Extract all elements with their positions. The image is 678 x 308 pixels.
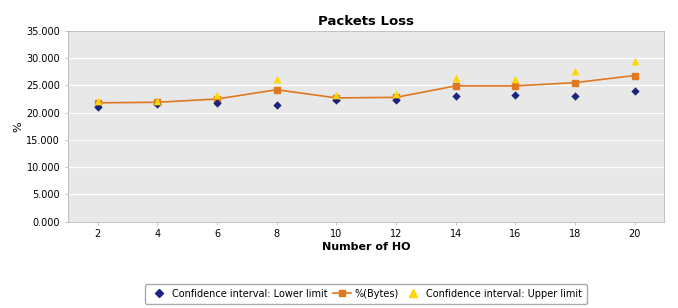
Point (212, 101, 222, 106)
Point (450, 94, 461, 99)
Point (92, 99, 103, 104)
X-axis label: Number of HO: Number of HO (322, 242, 410, 252)
Point (629, 88, 640, 93)
Point (391, 98, 401, 103)
Point (92, 105, 103, 110)
Point (570, 68, 580, 73)
Point (152, 101, 163, 106)
Point (152, 98, 163, 103)
Point (331, 97, 342, 102)
Point (391, 91, 401, 96)
Point (331, 92, 342, 97)
Point (271, 103, 282, 107)
Point (212, 93, 222, 98)
Point (629, 59, 640, 64)
Y-axis label: %: % (14, 121, 24, 132)
Title: Packets Loss: Packets Loss (318, 15, 414, 28)
Point (510, 93, 521, 98)
Point (510, 76, 521, 81)
Point (450, 76, 461, 81)
Point (271, 76, 282, 81)
Legend: Confidence interval: Lower limit, %(Bytes), Confidence interval: Upper limit: Confidence interval: Lower limit, %(Byte… (145, 284, 587, 304)
Point (570, 93, 580, 98)
